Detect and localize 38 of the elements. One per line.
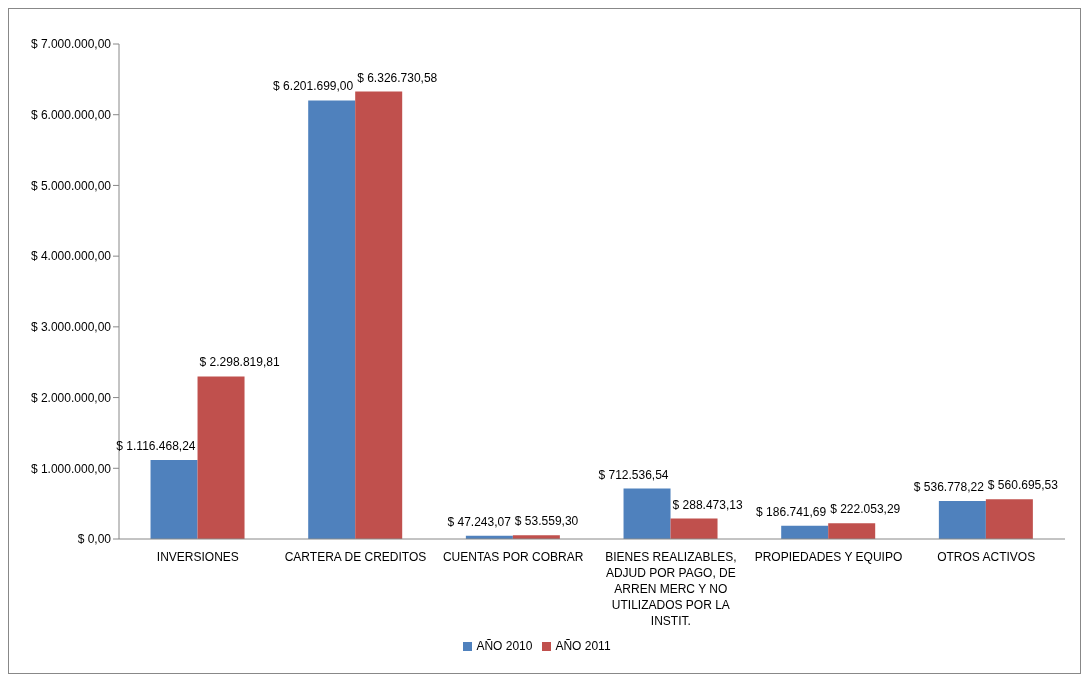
bar [985,499,1033,539]
y-tick-label: $ 5.000.000,00 [30,178,112,193]
x-tick-label: CARTERA DE CREDITOS [284,550,427,564]
legend-label: AÑO 2011 [555,639,611,653]
x-tick-label: INVERSIONES [156,550,239,564]
x-tick-label: OTROS ACTIVOS [937,550,1036,564]
data-label: $ 536.778,22 [913,480,985,495]
data-label: $ 47.243,07 [447,514,512,529]
data-label: $ 2.298.819,81 [199,355,280,370]
data-label: $ 288.473,13 [672,497,743,512]
y-tick-label: $ 0,00 [77,532,112,547]
legend-label: AÑO 2010 [476,639,533,653]
bar [623,488,671,539]
bar [670,518,718,539]
data-label: $ 1.116.468,24 [116,439,196,454]
y-tick-label: $ 7.000.000,00 [30,37,112,52]
y-tick-label: $ 1.000.000,00 [30,461,112,476]
data-label: $ 560.695,53 [987,478,1059,493]
bar [828,523,876,539]
data-label: $ 186.741,69 [756,504,827,519]
data-label: $ 53.559,30 [514,514,579,529]
data-label: $ 222.053,29 [830,502,901,517]
bar [781,525,829,539]
bar [150,460,198,539]
bar [355,91,403,539]
x-tick-label: PROPIEDADES Y EQUIPO [754,550,903,564]
y-tick-label: $ 4.000.000,00 [30,249,112,264]
bar [197,376,245,539]
x-tick-label: CUENTAS POR COBRAR [442,550,584,564]
x-tick-label: BIENES REALIZABLES, ADJUD POR PAGO, DE ARREN MERC Y NO UTILIZADOS POR LA INSTIT. [605,550,737,628]
y-tick-label: $ 2.000.000,00 [30,390,112,405]
data-label: $ 6.201.699,00 [273,79,354,94]
bar [938,501,986,539]
y-tick-label: $ 6.000.000,00 [30,107,112,122]
bar [308,100,356,539]
y-tick-label: $ 3.000.000,00 [30,320,112,335]
data-label: $ 712.536,54 [598,467,669,482]
data-label: $ 6.326.730,58 [357,70,438,85]
